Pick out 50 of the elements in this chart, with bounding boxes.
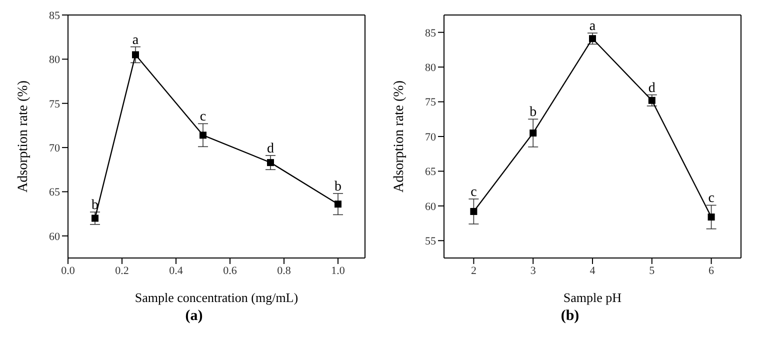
point [530, 130, 537, 137]
point [470, 208, 478, 215]
point [708, 214, 715, 221]
annotation: a [589, 19, 596, 34]
y-tick-label: 80 [425, 62, 436, 74]
point [334, 200, 342, 208]
x-tick-label: 0.6 [223, 264, 238, 277]
annotation: c [470, 184, 477, 200]
x-tick-label: 6 [708, 264, 715, 277]
annotation: a [132, 32, 140, 48]
y-tick-label: 85 [49, 10, 60, 22]
y-tick-label: 60 [425, 200, 436, 213]
x-tick-label: 4 [590, 264, 596, 277]
y-tick-label: 75 [49, 98, 60, 110]
y-axis-title: Adsorption rate (%) [16, 80, 31, 192]
y-tick-label: 60 [49, 230, 60, 243]
y-tick-label: 65 [425, 166, 436, 178]
x-tick-label: 5 [649, 264, 656, 277]
text: (a) [185, 308, 203, 325]
text: (b) [560, 308, 580, 325]
x-tick-label: 0.4 [169, 264, 184, 277]
point [267, 159, 274, 166]
y-tick-label: 65 [49, 186, 60, 199]
x-tick-label: 0.8 [277, 264, 292, 277]
point [132, 51, 139, 58]
y-tick-label: 85 [425, 27, 436, 40]
annotation: b [92, 198, 98, 214]
point [648, 96, 656, 104]
y-tick-label: 75 [425, 96, 436, 109]
point [589, 35, 596, 42]
y-tick-label: 55 [425, 236, 436, 248]
annotation: b [530, 105, 537, 120]
y-tick-label: 80 [49, 54, 60, 66]
annotation: d [648, 80, 656, 96]
annotation: c [708, 191, 714, 206]
x-tick-label: 3 [530, 264, 536, 277]
y-axis-title: Adsorption rate (%) [392, 80, 407, 192]
y-tick-label: 70 [49, 142, 60, 154]
x-tick-label: 1.0 [331, 264, 346, 277]
point [200, 132, 206, 139]
point [92, 214, 98, 222]
x-tick-label: 2 [470, 264, 476, 277]
x-axis-title: Sample concentration (mg/mL) [134, 290, 298, 305]
annotation: c [200, 110, 206, 125]
x-tick-label: 0.2 [115, 264, 129, 277]
x-tick-label: 0.0 [61, 264, 76, 277]
y-tick-label: 70 [425, 131, 436, 144]
x-axis-title: Sample pH [563, 290, 622, 305]
annotation: d [267, 142, 274, 156]
annotation: b [334, 179, 342, 194]
